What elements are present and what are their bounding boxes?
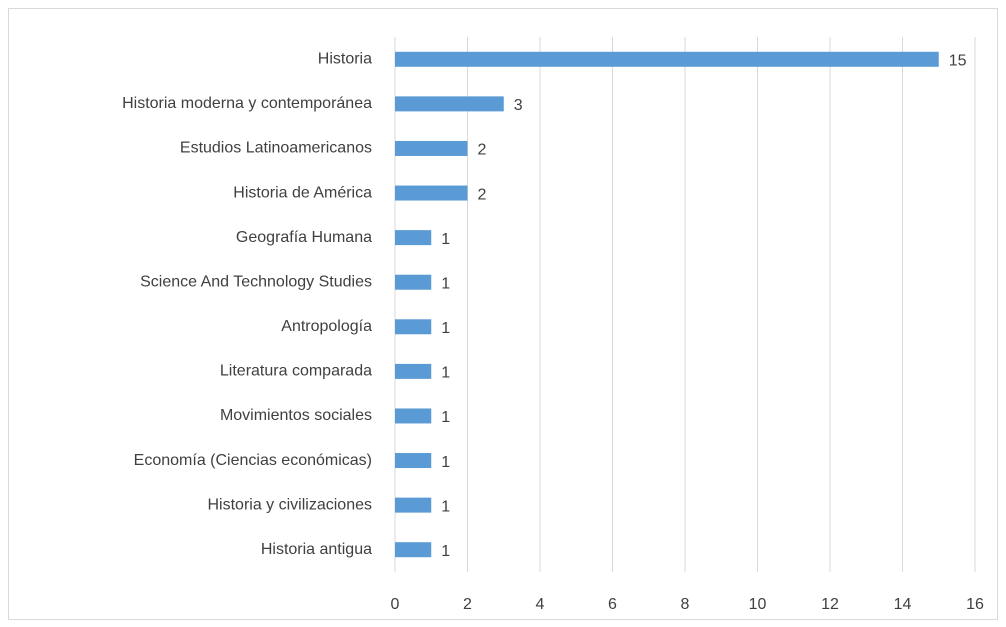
- x-tick-label: 14: [894, 596, 912, 613]
- data-label: 1: [441, 365, 450, 382]
- x-tick-label: 0: [391, 596, 400, 613]
- data-label: 2: [478, 142, 487, 159]
- x-tick-label: 12: [821, 596, 839, 613]
- data-label: 15: [949, 53, 967, 70]
- data-label: 1: [441, 543, 450, 560]
- bar: [395, 51, 939, 67]
- y-tick-label: Historia: [318, 51, 372, 68]
- data-label: 1: [441, 320, 450, 337]
- y-tick-label: Historia y civilizaciones: [208, 496, 373, 513]
- y-tick-label: Literatura comparada: [220, 363, 372, 380]
- data-label: 3: [514, 97, 523, 114]
- bar: [395, 274, 432, 290]
- y-tick-label: Historia antigua: [261, 541, 372, 558]
- bar: [395, 408, 432, 424]
- bar: [395, 319, 432, 335]
- y-tick-label: Movimientos sociales: [220, 407, 372, 424]
- data-label: 1: [441, 498, 450, 515]
- data-label: 2: [478, 186, 487, 203]
- y-tick-label: Historia moderna y contemporánea: [122, 95, 372, 112]
- bar: [395, 230, 432, 246]
- x-tick-label: 10: [749, 596, 767, 613]
- bar: [395, 497, 432, 513]
- x-tick-label: 4: [536, 596, 545, 613]
- data-label: 1: [441, 409, 450, 426]
- bar: [395, 453, 432, 469]
- bar: [395, 363, 432, 379]
- x-tick-label: 6: [608, 596, 617, 613]
- data-label: 1: [441, 275, 450, 292]
- data-label: 1: [441, 231, 450, 248]
- y-tick-label: Estudios Latinoamericanos: [180, 140, 372, 157]
- x-tick-label: 16: [966, 596, 984, 613]
- data-label: 1: [441, 454, 450, 471]
- bar: [395, 96, 504, 112]
- y-tick-label: Geografía Humana: [236, 229, 372, 246]
- y-tick-label: Historia de América: [233, 184, 372, 201]
- bar: [395, 185, 468, 201]
- y-tick-label: Science And Technology Studies: [140, 273, 372, 290]
- bar: [395, 140, 468, 156]
- x-tick-label: 2: [463, 596, 472, 613]
- y-tick-label: Antropología: [281, 318, 372, 335]
- bar: [395, 542, 432, 558]
- y-tick-label: Economía (Ciencias económicas): [134, 452, 372, 469]
- x-tick-label: 8: [681, 596, 690, 613]
